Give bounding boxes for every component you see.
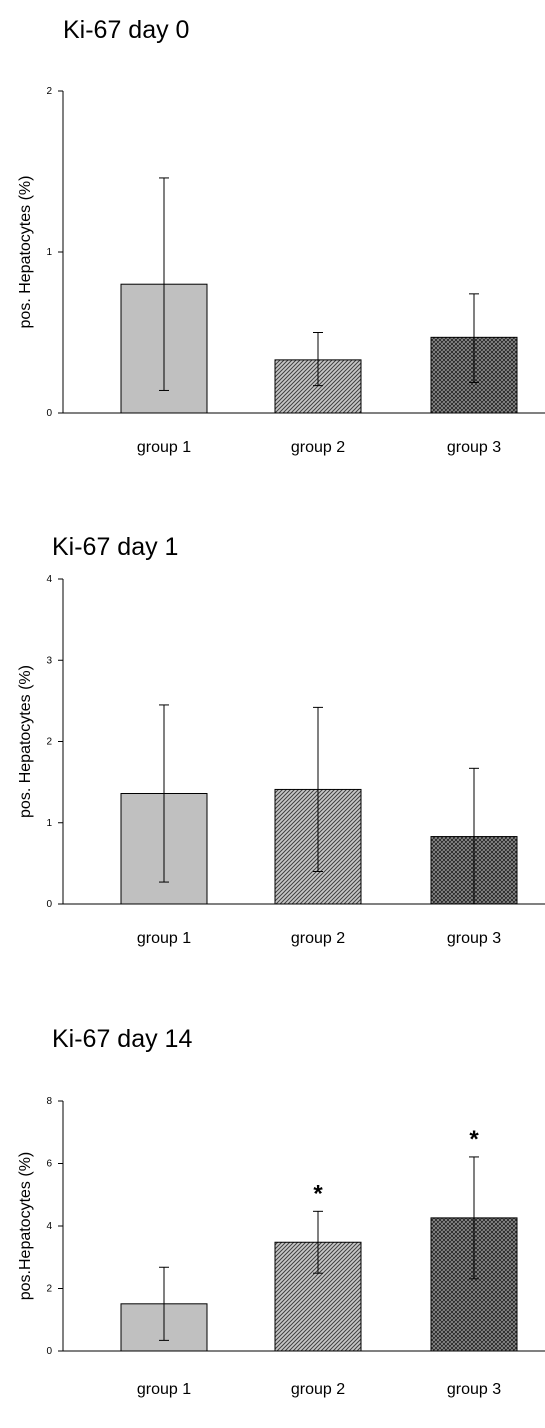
x-tick-label: group 3 <box>447 1381 501 1398</box>
y-tick-label: 0 <box>46 1346 52 1357</box>
chart-title: Ki-67 day 0 <box>63 16 189 44</box>
y-axis-label: pos. Hepatocytes (%) <box>17 665 34 818</box>
y-tick-label: 1 <box>46 247 52 258</box>
y-tick-label: 3 <box>46 655 52 666</box>
x-tick-label: group 2 <box>291 1381 345 1398</box>
x-tick-label: group 2 <box>291 930 345 947</box>
y-axis-label: pos.Hepatocytes (%) <box>17 1152 34 1301</box>
y-tick-label: 2 <box>46 1284 52 1295</box>
x-tick-label: group 1 <box>137 439 191 456</box>
x-tick-label: group 1 <box>137 930 191 947</box>
y-axis-label: pos. Hepatocytes (%) <box>17 176 34 329</box>
x-tick-label: group 1 <box>137 1381 191 1398</box>
significance-marker: * <box>469 1126 479 1153</box>
y-tick-label: 6 <box>46 1159 52 1170</box>
x-tick-label: group 3 <box>447 439 501 456</box>
y-tick-label: 0 <box>46 408 52 419</box>
significance-marker: * <box>313 1180 323 1207</box>
chart-title: Ki-67 day 1 <box>52 533 178 561</box>
y-tick-label: 4 <box>46 574 52 585</box>
y-tick-label: 4 <box>46 1221 52 1232</box>
y-tick-label: 8 <box>46 1096 52 1107</box>
x-tick-label: group 3 <box>447 930 501 947</box>
y-tick-label: 0 <box>46 899 52 910</box>
x-tick-label: group 2 <box>291 439 345 456</box>
y-tick-label: 2 <box>46 737 52 748</box>
y-tick-label: 1 <box>46 818 52 829</box>
chart-title: Ki-67 day 14 <box>52 1025 192 1053</box>
y-tick-label: 2 <box>46 86 52 97</box>
